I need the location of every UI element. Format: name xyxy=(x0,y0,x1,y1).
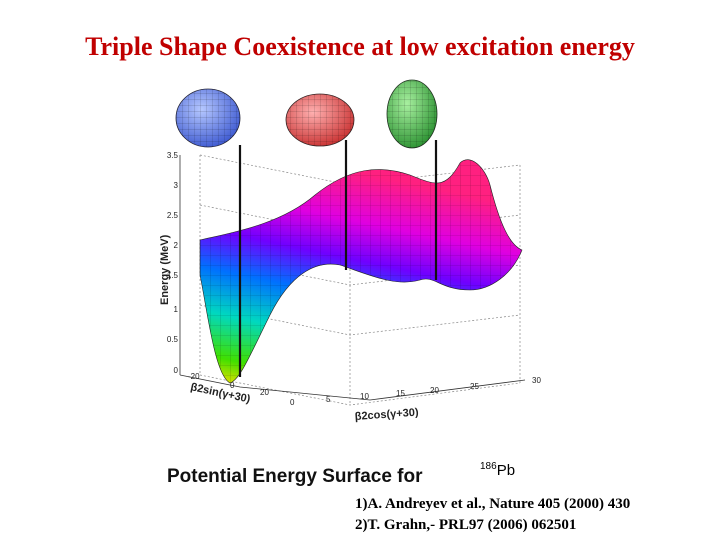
svg-text:5: 5 xyxy=(326,395,331,404)
svg-text:-20: -20 xyxy=(188,372,200,381)
mass-number: 186 xyxy=(480,461,497,472)
reference-item: 1)A. Andreyev et al., Nature 405 (2000) … xyxy=(355,496,631,512)
oblate-shape-icon xyxy=(175,88,241,148)
svg-text:2.5: 2.5 xyxy=(167,211,179,220)
svg-text:20: 20 xyxy=(430,386,439,395)
prolate-shape-icon xyxy=(386,79,438,149)
svg-text:10: 10 xyxy=(360,392,369,401)
svg-text:3: 3 xyxy=(174,181,179,190)
page-title: Triple Shape Coexistence at low excitati… xyxy=(85,32,635,61)
y-axis-label: β2sin(γ+30) xyxy=(189,381,251,405)
svg-text:2: 2 xyxy=(174,241,179,250)
x-axis-label: β2cos(γ+30) xyxy=(354,407,419,423)
svg-text:25: 25 xyxy=(470,382,479,391)
axes-solid xyxy=(179,155,526,401)
potential-energy-surface-figure: 3.5 3 2.5 2 1.5 1 0.5 0 Energy (MeV) -20… xyxy=(140,75,560,520)
svg-text:20: 20 xyxy=(260,388,269,397)
element-symbol: Pb xyxy=(496,462,516,479)
svg-text:3.5: 3.5 xyxy=(167,151,179,160)
figure-caption: Potential Energy Surface for xyxy=(167,466,423,487)
svg-text:15: 15 xyxy=(396,389,405,398)
shape-marker-lines xyxy=(238,140,438,377)
svg-text:0: 0 xyxy=(174,366,179,375)
spherical-shape-icon xyxy=(285,93,355,147)
svg-text:1: 1 xyxy=(174,305,179,314)
y-tick-labels: -20 0 20 xyxy=(188,372,269,397)
references: 1)A. Andreyev et al., Nature 405 (2000) … xyxy=(355,494,630,536)
svg-text:0: 0 xyxy=(230,381,235,390)
svg-text:30: 30 xyxy=(532,376,541,385)
svg-text:1.5: 1.5 xyxy=(167,271,179,280)
z-axis-label: Energy (MeV) xyxy=(159,234,171,305)
svg-text:0.5: 0.5 xyxy=(167,335,179,344)
x-tick-labels: 0 5 10 15 20 25 30 xyxy=(290,376,541,407)
nucleus-label: 186Pb xyxy=(478,461,518,479)
reference-item: 2)T. Grahn,- PRL97 (2006) 062501 xyxy=(355,517,577,533)
svg-text:0: 0 xyxy=(290,398,295,407)
surface-plot: 3.5 3 2.5 2 1.5 1 0.5 0 Energy (MeV) -20… xyxy=(159,79,541,423)
z-tick-labels: 3.5 3 2.5 2 1.5 1 0.5 0 xyxy=(167,151,179,375)
